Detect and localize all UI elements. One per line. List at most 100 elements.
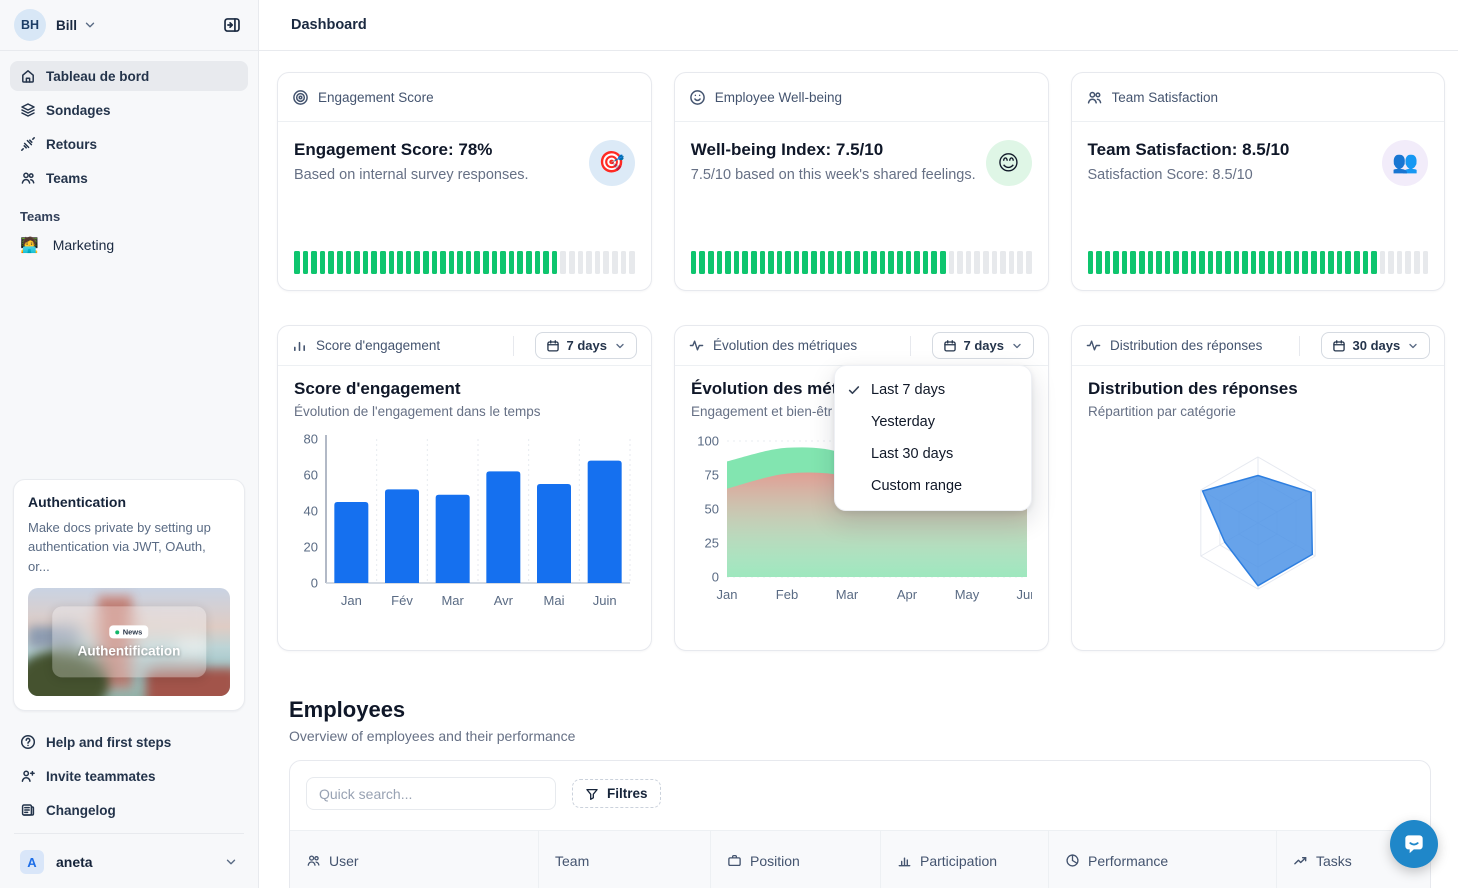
news-badge-dot <box>115 629 120 634</box>
smiley-icon <box>689 89 706 106</box>
sidebar-item-invite[interactable]: Invite teammates <box>10 761 248 791</box>
svg-text:75: 75 <box>705 468 719 483</box>
sidebar-item-teams[interactable]: Teams <box>10 163 248 193</box>
card-header-label: Évolution des métriques <box>713 338 858 353</box>
sidebar-item-label: Sondages <box>46 102 111 118</box>
workspace-avatar: A <box>20 850 44 874</box>
svg-text:50: 50 <box>705 502 719 517</box>
help-icon <box>20 734 36 750</box>
collapse-sidebar-button[interactable] <box>218 11 246 39</box>
avatar[interactable]: BH <box>14 9 46 41</box>
chevron-down-icon <box>1407 340 1419 352</box>
column-header-performance[interactable]: Performance <box>1048 831 1276 888</box>
funnel-icon <box>585 787 599 801</box>
chart-title: Score d'engagement <box>294 379 461 398</box>
teams-section-label: Teams <box>20 209 61 224</box>
layers-icon <box>20 102 36 118</box>
svg-text:20: 20 <box>304 540 318 555</box>
stat-subtitle: 7.5/10 based on this week's shared feeli… <box>690 167 976 183</box>
stat-subtitle: Based on internal survey responses. <box>294 167 529 183</box>
chevron-down-icon[interactable] <box>83 18 97 32</box>
svg-text:Jan: Jan <box>717 587 738 602</box>
svg-text:Apr: Apr <box>897 587 918 602</box>
employees-subtitle: Overview of employees and their performa… <box>289 728 576 744</box>
sidebar-item-help[interactable]: Help and first steps <box>10 727 248 757</box>
svg-text:Mar: Mar <box>836 587 859 602</box>
svg-text:80: 80 <box>304 432 318 447</box>
employees-title: Employees <box>289 697 406 722</box>
team-satisfaction-card: Team Satisfaction Team Satisfaction: 8.5… <box>1070 72 1446 291</box>
response-radar-chart <box>1200 456 1316 590</box>
menu-item-last-30-days[interactable]: Last 30 days <box>871 446 954 462</box>
promo-glass-overlay: News Authentification <box>52 606 206 678</box>
progress-bar <box>675 251 1048 290</box>
workspace-switcher[interactable]: A aneta <box>10 842 248 888</box>
chart-subtitle: Évolution de l'engagement dans le temps <box>294 404 541 419</box>
svg-text:0: 0 <box>712 570 719 585</box>
sidebar-item-label: Teams <box>46 170 88 186</box>
svg-text:Mai: Mai <box>544 593 565 608</box>
range-select-button[interactable]: 7 days <box>534 332 637 359</box>
sidebar-item-label: Invite teammates <box>46 768 156 784</box>
activity-icon <box>689 338 704 353</box>
card-header-label: Engagement Score <box>318 89 434 105</box>
promo-description: Make docs private by setting up authenti… <box>28 519 211 574</box>
stat-subtitle: Satisfaction Score: 8.5/10 <box>1087 167 1253 183</box>
column-header-user[interactable]: User <box>290 831 538 888</box>
card-header-label: Distribution des réponses <box>1110 338 1263 353</box>
range-select-button[interactable]: 30 days <box>1320 332 1431 359</box>
svg-text:60: 60 <box>304 468 318 483</box>
team-label: Marketing <box>52 237 115 253</box>
promo-title: Authentication <box>28 493 126 510</box>
engagement-score-card: Engagement Score Engagement Score: 78% B… <box>277 72 652 291</box>
column-header-participation[interactable]: Participation <box>880 831 1048 888</box>
svg-text:Fév: Fév <box>391 593 413 608</box>
range-dropdown-menu: Last 7 days Yesterday Last 30 days Custo… <box>834 365 1032 511</box>
chevron-down-icon <box>614 340 626 352</box>
well-being-card: Employee Well-being Well-being Index: 7.… <box>673 72 1049 291</box>
user-plus-icon <box>20 768 36 784</box>
chart-subtitle: Engagement et bien-êtr <box>691 404 833 419</box>
workspace-name: aneta <box>56 854 93 870</box>
sidebar-item-tableau-de-bord[interactable]: Tableau de bord <box>10 61 248 91</box>
sidebar-team-marketing[interactable]: 🧑‍💻 Marketing <box>0 230 258 260</box>
menu-item-custom-range[interactable]: Custom range <box>871 478 963 494</box>
menu-item-yesterday[interactable]: Yesterday <box>871 414 935 430</box>
employees-table-card: Filtres User Team Position <box>289 760 1432 888</box>
sidebar-nav: Tableau de bord Sondages Retours Teams <box>0 51 258 197</box>
sidebar-item-changelog[interactable]: Changelog <box>10 795 248 825</box>
range-select-button[interactable]: 7 days <box>931 332 1034 359</box>
sidebar-item-retours[interactable]: Retours <box>10 129 248 159</box>
chat-widget-button[interactable] <box>1390 820 1438 868</box>
user-name[interactable]: Bill <box>56 17 78 33</box>
chevron-down-icon <box>224 855 238 869</box>
search-input[interactable] <box>306 777 556 810</box>
chart-cards-row: Score d'engagement 7 days Score d'engage… <box>277 325 1446 651</box>
engagement-chart-card: Score d'engagement 7 days Score d'engage… <box>277 325 652 651</box>
news-badge: News <box>109 625 149 639</box>
card-header-label: Team Satisfaction <box>1111 89 1219 105</box>
progress-bar <box>278 251 651 290</box>
sidebar-item-sondages[interactable]: Sondages <box>10 95 248 125</box>
svg-text:25: 25 <box>705 536 719 551</box>
svg-text:0: 0 <box>311 576 318 591</box>
svg-text:Mar: Mar <box>441 593 464 608</box>
briefcase-icon <box>727 853 742 868</box>
card-header-label: Score d'engagement <box>316 338 441 353</box>
column-header-position[interactable]: Position <box>710 831 880 888</box>
column-header-tasks[interactable]: Tasks <box>1276 831 1430 888</box>
pie-chart-icon <box>1065 853 1080 868</box>
target-emoji: 🎯 <box>588 140 635 186</box>
page-title: Dashboard <box>291 17 367 33</box>
column-header-team[interactable]: Team <box>538 831 710 888</box>
sidebar-item-label: Tableau de bord <box>46 68 150 84</box>
authentication-promo-card[interactable]: Authentication Make docs private by sett… <box>13 478 245 711</box>
sidebar: BH Bill Tableau de bord Sondages Retours… <box>0 0 259 888</box>
bar-chart-icon <box>292 338 307 353</box>
engagement-bar-chart: 0 20 40 60 80 Jan Fév Mar Avr Mai Juin <box>304 432 631 608</box>
filters-button[interactable]: Filtres <box>572 779 661 808</box>
stat-title: Well-being Index: 7.5/10 <box>690 140 884 159</box>
chat-icon <box>1405 835 1423 854</box>
menu-item-last-7-days[interactable]: Last 7 days <box>835 374 1031 406</box>
stat-title: Engagement Score: 78% <box>294 140 493 159</box>
